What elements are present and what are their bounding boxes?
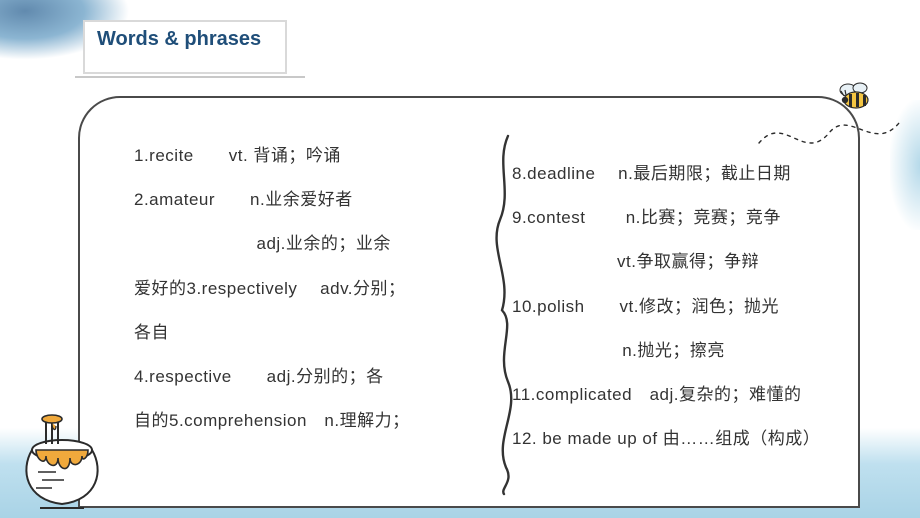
bee-flight-path	[754, 108, 904, 168]
vocab-entry: 2.amateur n.业余爱好者	[134, 178, 450, 222]
vocab-entry: n.抛光；擦亮	[512, 329, 828, 373]
vocab-entry: 1.recite vt. 背诵；吟诵	[134, 134, 450, 178]
column-left: 1.recite vt. 背诵；吟诵 2.amateur n.业余爱好者 adj…	[134, 134, 474, 496]
vocab-entry: adj.业余的；业余	[134, 222, 450, 266]
vocab-entry: 11.complicated adj.复杂的；难懂的	[512, 373, 828, 417]
vocab-entry: 4.respective adj.分别的；各	[134, 355, 450, 399]
vocab-entry: 爱好的3.respectively adv.分别；	[134, 267, 450, 311]
vocab-entry: 10.polish vt.修改；润色；抛光	[512, 285, 828, 329]
vocab-entry: vt.争取赢得；争辩	[512, 240, 828, 284]
content-card: 1.recite vt. 背诵；吟诵 2.amateur n.业余爱好者 adj…	[78, 96, 860, 508]
two-column-layout: 1.recite vt. 背诵；吟诵 2.amateur n.业余爱好者 adj…	[134, 134, 828, 496]
honey-pot-icon	[12, 400, 112, 510]
tab-underline	[75, 76, 305, 78]
vocab-entry: 自的5.comprehension n.理解力；	[134, 399, 450, 443]
section-title-text: Words & phrases	[97, 28, 261, 51]
column-right: 8.deadline n.最后期限；截止日期 9.contest n.比赛；竞赛…	[474, 134, 828, 496]
bee-icon	[838, 82, 874, 112]
vocab-entry: 12. be made up of 由……组成（构成）	[512, 417, 828, 461]
vocab-entry: 9.contest n.比赛；竞赛；竞争	[512, 196, 828, 240]
vocab-entry: 各自	[134, 311, 450, 355]
section-title-tab: Words & phrases	[85, 22, 285, 72]
